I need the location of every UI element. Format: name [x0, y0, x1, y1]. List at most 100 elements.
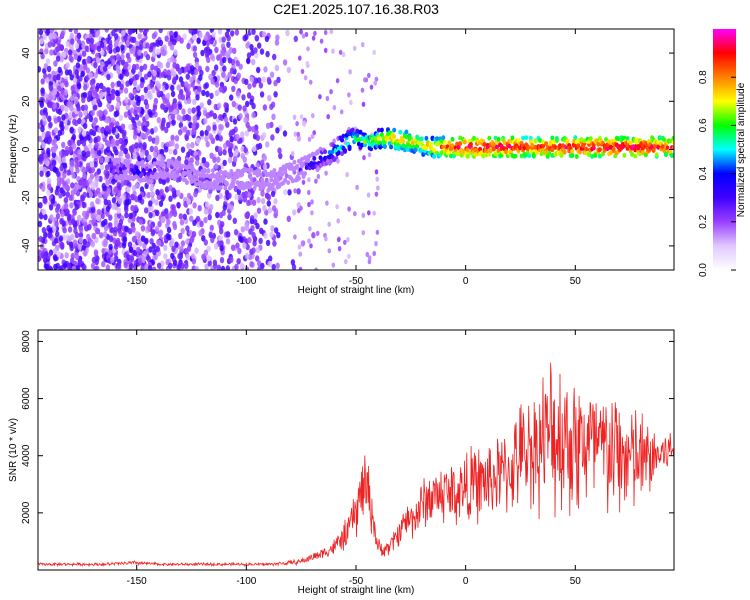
spectrogram-noise-cell	[136, 246, 141, 254]
spectrogram-noise-cell	[165, 61, 171, 69]
spectrogram-noise-cell	[62, 262, 68, 269]
spectrogram-noise-cell	[263, 232, 268, 239]
spectrogram-noise-cell	[209, 110, 214, 117]
spectrogram-noise-cell	[169, 241, 174, 248]
snr-line-group	[38, 362, 674, 568]
spectrogram-noise-cell	[41, 115, 47, 122]
spectrogram-ridge-cell	[363, 139, 367, 145]
spectrogram-noise-cell	[83, 84, 88, 91]
spectrogram-noise-cell	[203, 117, 208, 125]
spectrogram-noise-cell	[219, 244, 224, 252]
spectrogram-ridge-cell	[616, 136, 621, 142]
spectrogram-noise-cell	[230, 244, 236, 251]
y-tick-label: -20	[21, 190, 32, 205]
spectrogram-noise-cell	[214, 163, 219, 170]
spectrogram-noise-cell	[266, 193, 271, 201]
spectrogram-noise-cell	[115, 139, 120, 146]
spectrogram-noise-cell	[205, 50, 210, 58]
spectrogram-noise-cell	[119, 83, 124, 91]
spectrogram-noise-cell	[128, 113, 133, 121]
spectrogram-noise-cell	[140, 132, 145, 139]
spectrogram-ridge-cell	[596, 141, 601, 147]
spectrogram-noise-cell	[52, 103, 57, 110]
spectrogram-noise-cell	[143, 86, 148, 94]
spectrogram-noise-cell	[68, 29, 73, 33]
spectrogram-noise-cell	[145, 120, 150, 128]
spectrogram-noise-cell	[199, 220, 204, 228]
spectrogram-ridge-cell	[350, 127, 355, 133]
spectrogram-ridge-cell	[591, 142, 596, 148]
spectrogram-noise-cell	[134, 73, 140, 81]
spectrogram-noise-cell	[125, 52, 131, 59]
spectrogram-noise-cell	[245, 243, 250, 251]
spectrogram-noise-cell	[229, 204, 234, 211]
spectrogram-noise-cell	[262, 154, 268, 162]
spectrogram-noise-cell	[136, 99, 141, 107]
spectrogram-noise-cell	[295, 121, 299, 127]
spectrogram-noise-cell	[61, 141, 66, 149]
spectrogram-noise-cell	[306, 46, 310, 52]
spectrogram-noise-cell	[129, 255, 135, 263]
spectrogram-noise-cell	[74, 231, 80, 239]
spectrogram-ridge-cell	[510, 135, 515, 141]
spectrogram-noise-cell	[74, 253, 80, 261]
spectrogram-noise-cell	[172, 109, 178, 116]
spectrogram-noise-cell	[135, 231, 140, 238]
spectrogram-ridge-cell	[530, 142, 535, 148]
spectrogram-noise-cell	[38, 235, 43, 243]
spectrogram-noise-cell	[164, 208, 169, 215]
spectrogram-noise-cell	[105, 117, 110, 124]
spectrogram-noise-cell	[128, 212, 133, 220]
spectrogram-noise-cell	[158, 39, 164, 47]
spectrogram-ridge-cell	[275, 184, 280, 190]
spectrogram-noise-cell	[260, 198, 266, 205]
spectrogram-noise-cell	[216, 102, 222, 110]
spectrogram-noise-cell	[194, 266, 199, 270]
spectrogram-noise-cell	[366, 192, 371, 198]
spectrogram-noise-cell	[106, 141, 111, 148]
spectrogram-noise-cell	[232, 118, 238, 125]
spectrogram-noise-cell	[253, 47, 258, 54]
spectrogram-noise-cell	[260, 159, 265, 166]
spectrogram-noise-cell	[89, 201, 95, 208]
spectrogram-noise-cell	[353, 211, 357, 217]
spectrogram-ridge-cell	[465, 154, 470, 159]
spectrogram-noise-cell	[242, 196, 247, 203]
spectrogram-noise-cell	[181, 108, 186, 115]
spectrogram-noise-cell	[192, 34, 197, 41]
spectrogram-noise-cell	[69, 202, 74, 209]
spectrogram-noise-cell	[69, 74, 75, 81]
spectrogram-noise-cell	[315, 230, 320, 236]
spectrogram-ridge-cell	[148, 164, 153, 170]
spectrogram-noise-cell	[217, 146, 223, 153]
spectrogram-noise-cell	[188, 148, 193, 156]
spectrogram-noise-cell	[207, 260, 212, 267]
spectrogram-ridge-cell	[387, 141, 392, 146]
spectrogram-noise-cell	[235, 242, 240, 249]
spectrogram-noise-cell	[149, 81, 154, 88]
spectrogram-noise-cell	[60, 210, 65, 218]
spectrogram-noise-cell	[212, 156, 217, 163]
spectrogram-noise-cell	[198, 230, 203, 237]
spectrogram-noise-cell	[57, 129, 63, 137]
spectrogram-noise-cell	[75, 265, 80, 270]
spectrogram-noise-cell	[144, 29, 150, 33]
spectrogram-noise-cell	[105, 125, 110, 132]
spectrogram-noise-cell	[169, 30, 174, 37]
spectrogram-noise-cell	[73, 53, 79, 60]
spectrogram-noise-cell	[255, 246, 261, 253]
spectrogram-noise-cell	[83, 122, 88, 130]
spectrogram-noise-cell	[82, 264, 87, 270]
spectrogram-noise-cell	[151, 228, 156, 236]
spectrogram-noise-cell	[52, 247, 58, 255]
spectrogram-ridge-cell	[654, 152, 659, 158]
spectrogram-noise-cell	[189, 215, 194, 222]
spectrogram-noise-cell	[105, 179, 110, 186]
spectrogram-noise-cell	[275, 262, 280, 269]
spectrogram-noise-cell	[225, 231, 230, 238]
spectrogram-noise-cell	[229, 94, 234, 101]
spectrogram-noise-cell	[310, 199, 314, 205]
spectrogram-noise-cell	[185, 238, 190, 245]
spectrogram-ridge-cell	[430, 135, 435, 141]
spectrogram-noise-cell	[68, 111, 73, 119]
